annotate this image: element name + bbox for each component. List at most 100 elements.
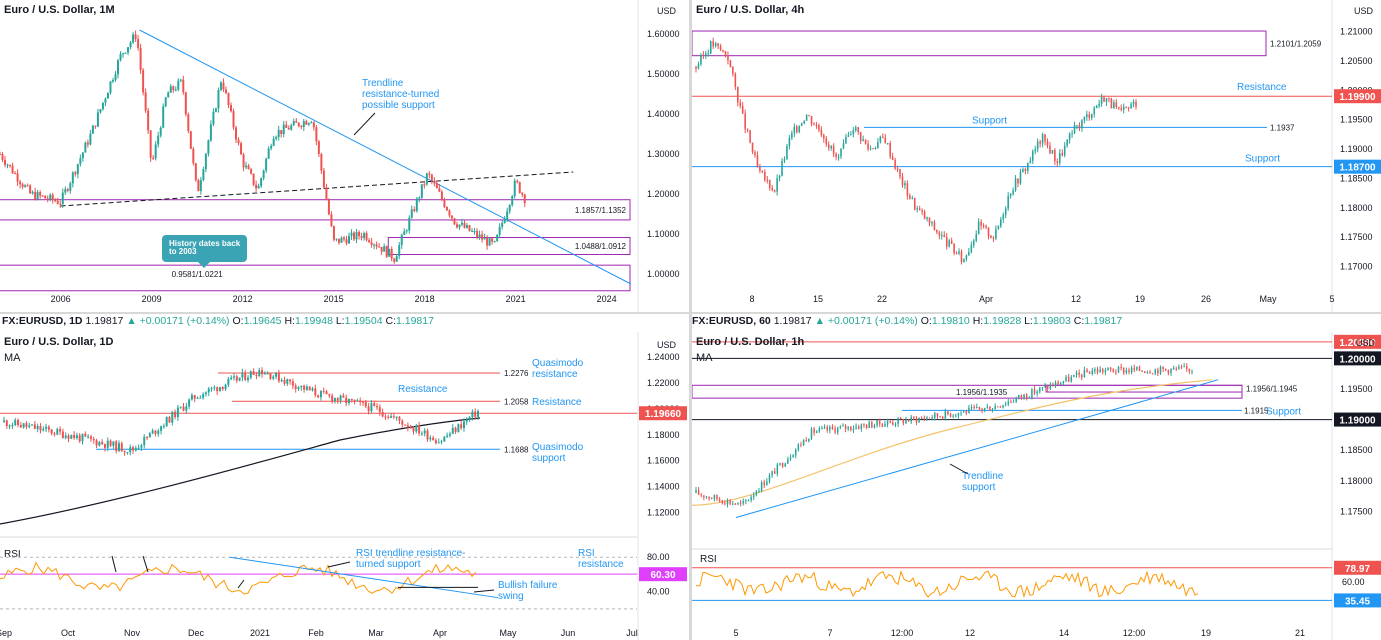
daily-candle — [59, 429, 62, 432]
hourly-candle — [1041, 387, 1044, 389]
daily-candle — [311, 388, 314, 391]
monthly-candle — [460, 222, 463, 225]
monthly-candle — [466, 225, 469, 228]
x-tick-label: 2006 — [51, 294, 71, 304]
daily-candle — [196, 397, 199, 399]
hourly-candle — [747, 500, 750, 502]
h4-candle — [739, 102, 742, 107]
daily-chart[interactable]: RSI 80.00 40.00 60.30 RSI trendline resistan… — [0, 332, 689, 640]
monthly-candle — [297, 122, 300, 127]
h4-candle — [695, 66, 697, 69]
hourly-candle — [1107, 367, 1109, 371]
hourly-candle — [944, 411, 947, 419]
panel-daily[interactable]: RSI 80.00 40.00 60.30 RSI trendline resistan… — [0, 332, 689, 640]
hourly-candle — [902, 419, 905, 424]
x-tick-label: 12 — [965, 628, 975, 638]
x-tick-label: Jul — [626, 628, 638, 638]
monthly-candle — [169, 86, 172, 93]
support-label: Support — [1266, 407, 1301, 418]
monthly-candle — [26, 185, 29, 187]
daily-candle — [373, 403, 376, 407]
monthly-candle — [453, 218, 456, 225]
rsi-tag-bottom: 35.45 — [1345, 596, 1370, 607]
hourly-candle — [884, 424, 886, 427]
monthly-candle — [139, 47, 142, 71]
h4-chart[interactable]: USD1.210001.205001.200001.195001.190001.… — [692, 0, 1381, 312]
monthly-candle — [76, 164, 79, 175]
daily-candle — [33, 424, 36, 429]
h4-candle — [958, 251, 960, 254]
daily-candle — [401, 420, 404, 425]
hourly-candle — [1109, 367, 1112, 370]
annotation-trendline: possible support — [362, 100, 435, 111]
monthly-candle — [24, 185, 27, 187]
hourly-candle — [745, 500, 747, 502]
daily-l: 1.19504 — [344, 315, 383, 327]
hourly-candle — [1141, 370, 1143, 372]
zone-label: 1.2101/1.2059 — [1270, 39, 1322, 48]
daily-candle — [300, 385, 303, 388]
h4-candle — [803, 120, 805, 124]
daily-candle — [294, 385, 297, 389]
hourly-candle — [968, 407, 970, 414]
daily-candle — [89, 436, 92, 439]
daily-candle — [415, 425, 418, 432]
hourly-candle — [886, 421, 889, 425]
monthly-candle — [511, 196, 514, 205]
monthly-chart[interactable]: USD 1.60000 1.50000 1.40000 1.30000 1.20000 1.… — [0, 0, 689, 312]
hourly-chart[interactable]: RSI 60.00 78.97 35.45 1.19500 1.18500 1.18000… — [692, 332, 1381, 640]
daily-candle — [193, 395, 196, 399]
panel-hourly[interactable]: RSI 60.00 78.97 35.45 1.19500 1.18500 1.18000… — [692, 332, 1381, 640]
daily-candle — [446, 435, 449, 437]
hourly-candle — [818, 428, 821, 432]
hourly-candle — [1115, 371, 1117, 373]
monthly-candle — [101, 102, 104, 110]
h4-candle — [852, 130, 855, 135]
daily-candle — [443, 436, 446, 442]
zone-top — [692, 30, 1267, 57]
h4-candle — [795, 126, 798, 133]
rsi-label: RSI — [4, 549, 21, 560]
monthly-candle — [54, 199, 57, 202]
monthly-candle — [86, 142, 89, 145]
x-tick-label: Apr — [979, 294, 993, 304]
daily-candle — [468, 417, 471, 420]
monthly-candle — [508, 204, 511, 212]
y-tick-label: 1.10000 — [647, 229, 680, 239]
hourly-candle — [892, 422, 894, 425]
monthly-candle — [267, 148, 270, 159]
h4-candle — [867, 143, 869, 150]
rsi-trendline — [229, 556, 499, 599]
hourly-candle — [758, 491, 760, 493]
daily-candle — [216, 387, 219, 392]
daily-candle — [367, 406, 370, 412]
y-tick-label: 1.17500 — [1340, 506, 1373, 516]
daily-candle — [409, 427, 412, 429]
daily-o-label: O: — [232, 315, 244, 327]
h4-candle — [1019, 171, 1022, 184]
hourly-h: 1.19828 — [983, 315, 1022, 327]
hourly-candle — [1125, 370, 1128, 373]
daily-candle — [168, 417, 171, 423]
monthly-candle — [375, 244, 378, 247]
hourly-candle — [1018, 395, 1020, 398]
hourly-candle — [763, 482, 765, 486]
h4-candle — [709, 41, 712, 54]
monthly-candle — [144, 92, 147, 111]
h4-candle — [872, 148, 874, 150]
y-tick-label: 1.19500 — [1340, 384, 1373, 394]
daily-candle — [426, 430, 429, 440]
h4-candle — [1039, 141, 1041, 144]
monthly-candle — [483, 237, 486, 240]
panel-4h[interactable]: USD1.210001.205001.200001.195001.190001.… — [692, 0, 1381, 312]
monthly-candle — [370, 242, 373, 246]
daily-candle — [460, 424, 463, 429]
monthly-candle — [488, 238, 491, 246]
hourly-candle — [787, 459, 789, 464]
panel-monthly[interactable]: USD 1.60000 1.50000 1.40000 1.30000 1.20000 1.… — [0, 0, 689, 312]
rsi-line — [0, 561, 477, 595]
h4-candle — [1056, 161, 1059, 163]
monthly-candle — [189, 131, 192, 149]
daily-candle — [123, 451, 126, 453]
h4-candle — [995, 229, 997, 239]
